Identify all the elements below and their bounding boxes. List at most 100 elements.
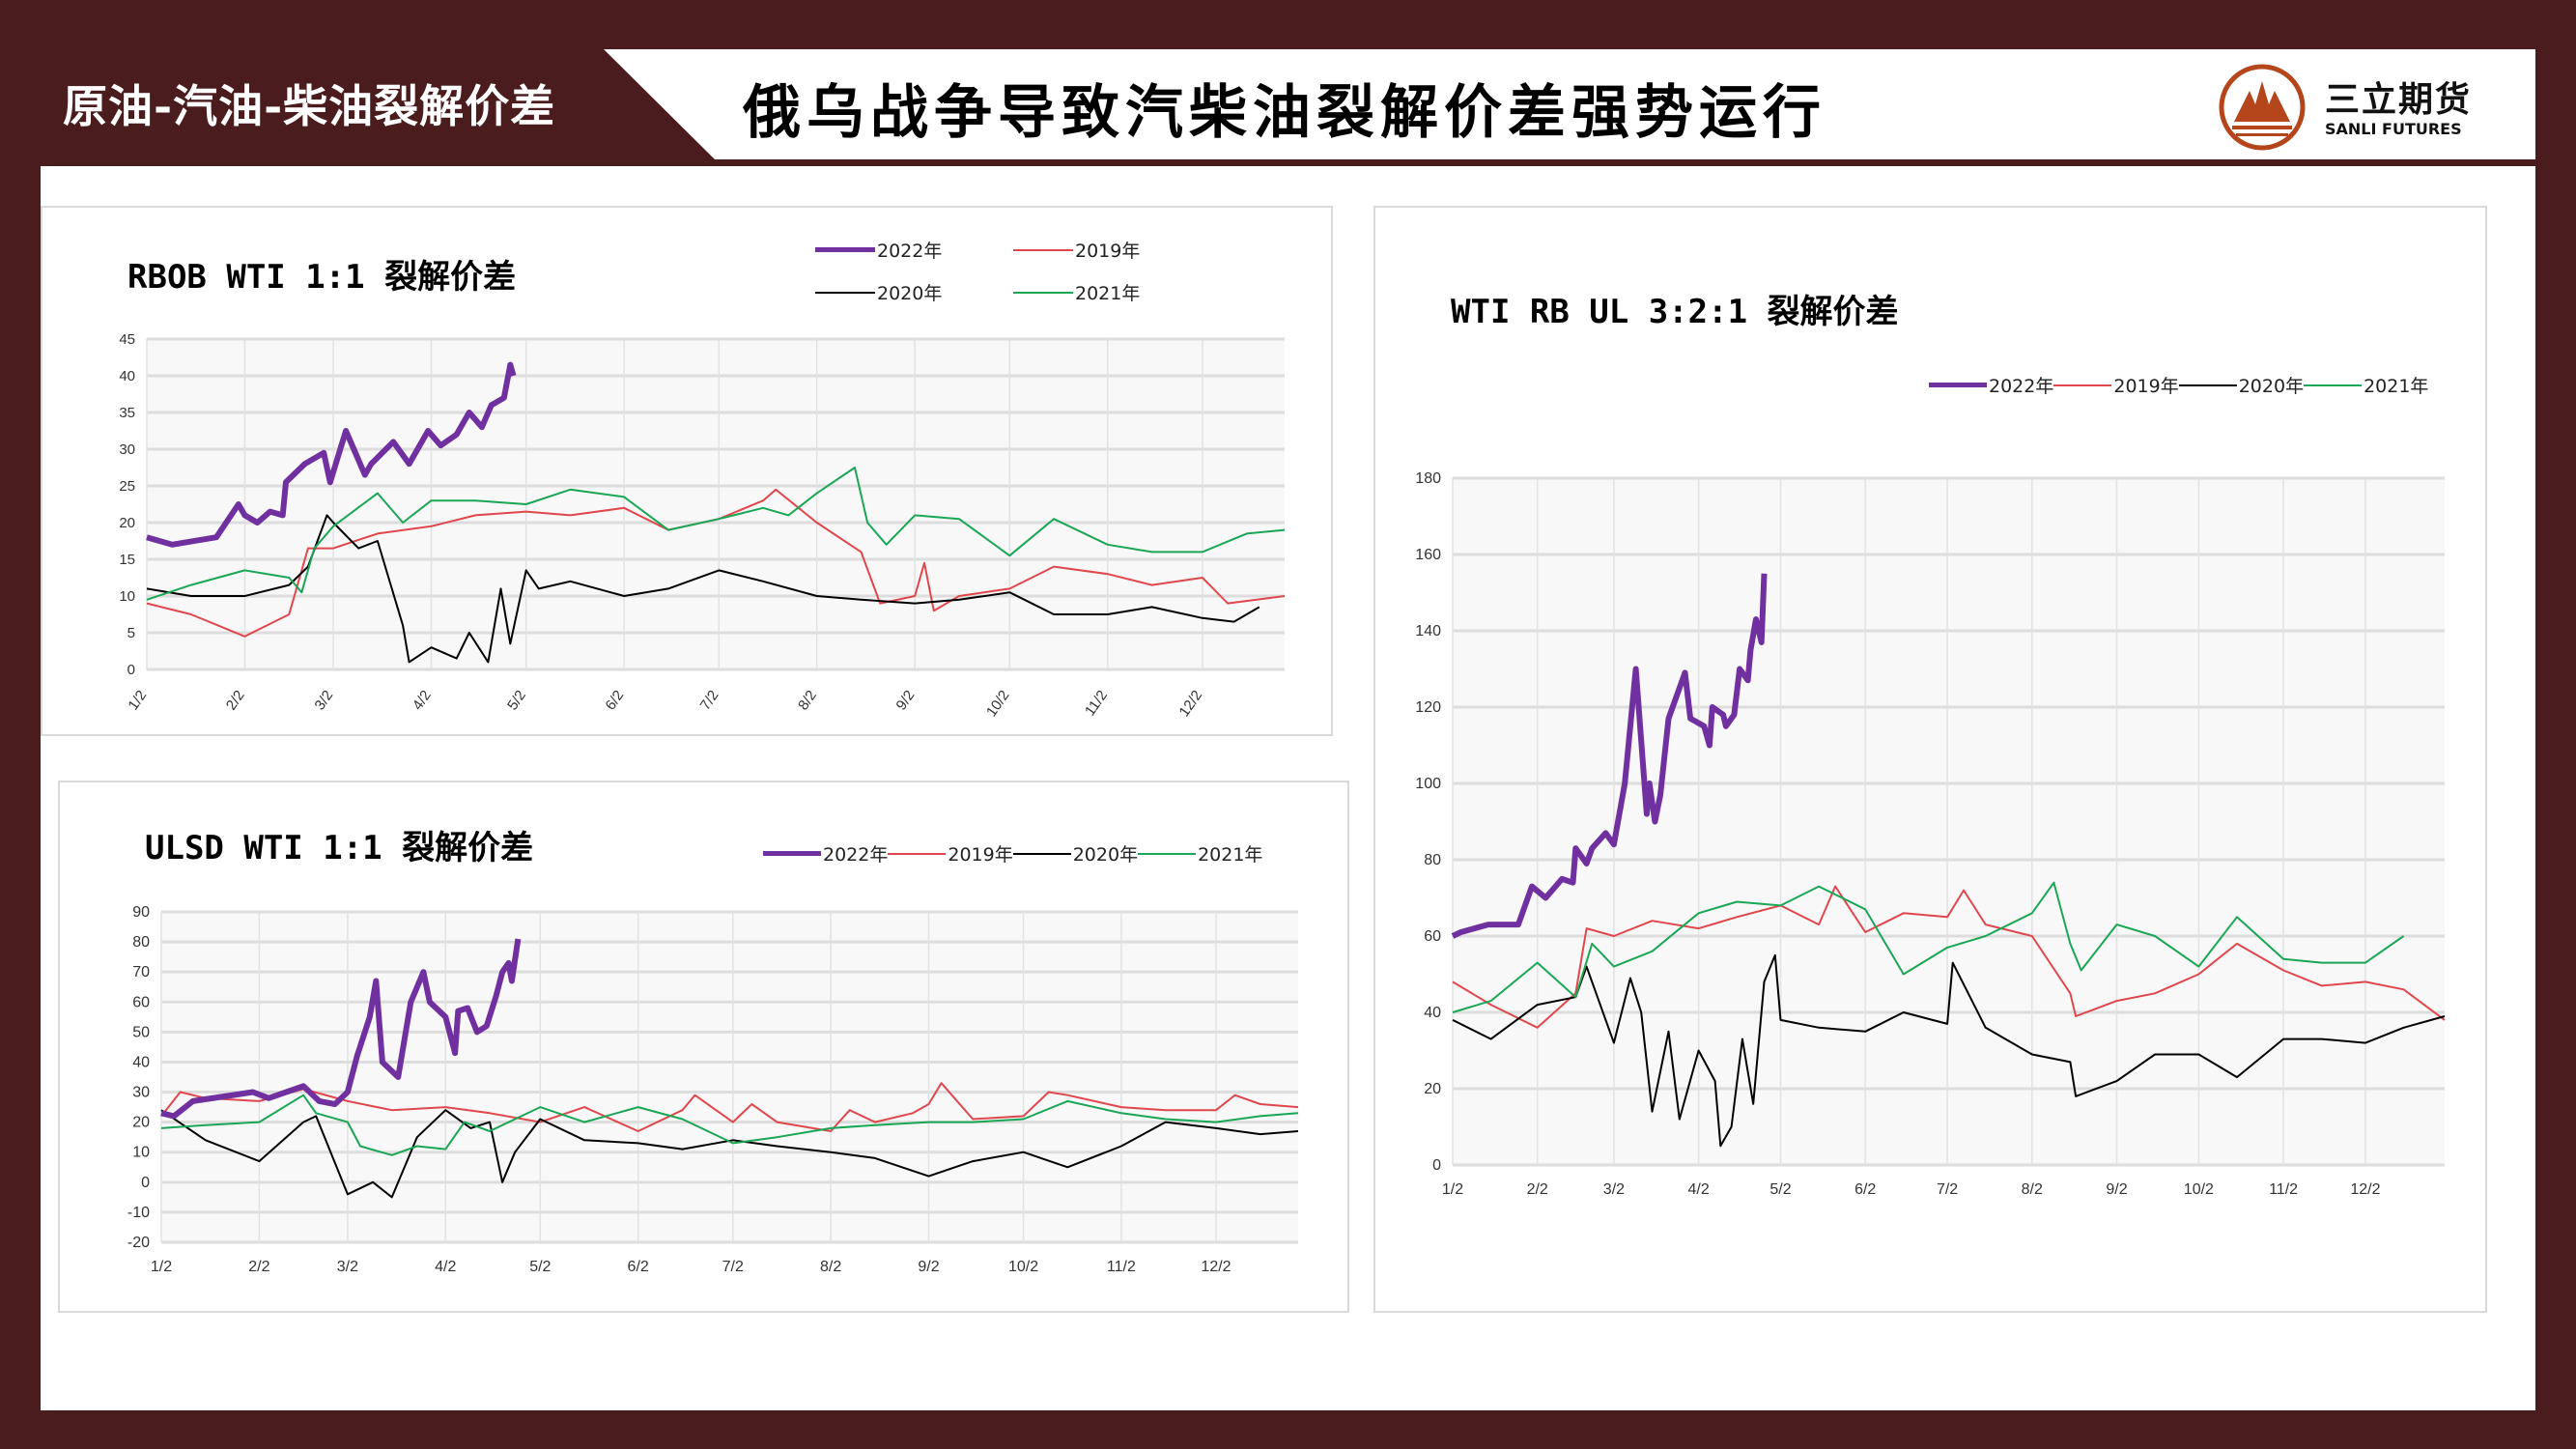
company-logo: 三立期货 SANLI FUTURES [2217, 62, 2506, 153]
legend-item-2019: 2019年 [1013, 237, 1140, 263]
x-tick-label: 4/2 [1688, 1181, 1710, 1198]
x-tick-label: 1/2 [151, 1259, 172, 1275]
legend-label: 2020年 [2238, 376, 2305, 397]
x-tick-label: 1/2 [1442, 1181, 1463, 1198]
x-tick-label: 1/2 [125, 688, 150, 714]
legend-label: 2021年 [2364, 376, 2429, 397]
chart-legend: 2022年 2019年 2020年 2021年 [815, 237, 1163, 314]
x-tick-label: 7/2 [1937, 1181, 1958, 1198]
series-line-2020 [160, 1109, 1299, 1199]
legend-label: 2019年 [948, 844, 1013, 866]
series-line-2021 [146, 467, 1286, 601]
y-tick-label: 120 [1415, 699, 1441, 716]
series-line-2022 [1451, 573, 1768, 939]
page-title: 俄乌战争导致汽柴油裂解价差强势运行 [743, 79, 1826, 147]
y-tick-label: 10 [132, 1145, 150, 1161]
legend-item-2021: 2021年 [1013, 279, 1140, 305]
y-tick-label: 100 [1415, 776, 1441, 792]
y-tick-label: 40 [132, 1054, 150, 1070]
header-bar [0, 49, 2535, 159]
y-tick-label: -20 [127, 1235, 150, 1251]
legend-label: 2021年 [1075, 283, 1141, 304]
y-tick-label: 0 [127, 662, 135, 678]
plot-area [147, 339, 1285, 669]
legend-label: 2022年 [823, 844, 889, 866]
series-line-2022 [146, 361, 517, 548]
legend-swatch [2053, 384, 2112, 386]
y-tick-label: 20 [132, 1115, 150, 1131]
x-tick-label: 7/2 [722, 1259, 744, 1275]
y-tick-label: 35 [119, 405, 135, 421]
y-tick-label: 40 [1424, 1005, 1441, 1021]
x-tick-label: 3/2 [337, 1259, 358, 1275]
x-tick-label: 10/2 [1008, 1259, 1038, 1275]
logo-chinese-name: 三立期货 [2325, 80, 2473, 120]
y-tick-label: 0 [1432, 1157, 1441, 1174]
x-tick-label: 12/2 [2350, 1181, 2380, 1198]
x-tick-label: 6/2 [628, 1259, 649, 1275]
x-tick-label: 7/2 [697, 688, 722, 714]
series-line-2019 [146, 488, 1286, 638]
series-line-2019 [160, 1082, 1299, 1132]
x-tick-label: 8/2 [820, 1259, 841, 1275]
legend-label: 2019年 [2113, 376, 2179, 397]
y-tick-label: 20 [119, 515, 135, 531]
x-tick-label: 9/2 [918, 1259, 939, 1275]
x-tick-label: 3/2 [311, 688, 336, 714]
x-tick-label: 6/2 [602, 688, 627, 714]
x-tick-label: 9/2 [893, 688, 919, 714]
legend-item-2021: 2021年 [1138, 840, 1262, 867]
y-tick-label: 140 [1415, 623, 1441, 639]
y-tick-label: 30 [119, 441, 135, 458]
x-tick-label: 12/2 [1201, 1259, 1231, 1275]
y-tick-label: 10 [119, 588, 135, 605]
legend-swatch [1013, 248, 1073, 251]
x-tick-label: 11/2 [1107, 1259, 1136, 1275]
legend-item-2019: 2019年 [888, 840, 1013, 867]
x-tick-label: 5/2 [1769, 1181, 1791, 1198]
legend-swatch [2178, 384, 2237, 386]
series-line-2019 [1452, 885, 2446, 1029]
series-line-2021 [160, 1094, 1299, 1156]
x-tick-label: 5/2 [529, 1259, 551, 1275]
x-tick-label: 5/2 [504, 688, 529, 714]
x-tick-label: 9/2 [2106, 1181, 2127, 1198]
y-tick-label: 160 [1415, 547, 1441, 563]
legend-item-2020: 2020年 [815, 279, 942, 305]
x-tick-label: 11/2 [1082, 688, 1111, 720]
x-tick-label: 10/2 [983, 688, 1013, 721]
x-tick-label: 2/2 [248, 1259, 269, 1275]
chart-legend: 2022年 2019年 2020年 2021年 [1929, 372, 2428, 398]
series-line-2020 [1452, 953, 2446, 1148]
legend-swatch [815, 247, 875, 252]
x-tick-label: 10/2 [2184, 1181, 2214, 1198]
legend-label: 2019年 [1075, 241, 1141, 262]
legend-label: 2021年 [1198, 844, 1263, 866]
y-tick-label: 80 [1424, 852, 1441, 868]
y-tick-label: 90 [132, 904, 150, 921]
legend-label: 2022年 [1989, 376, 2054, 397]
y-tick-label: 45 [119, 331, 135, 348]
header-background [604, 49, 2535, 159]
sanli-mountain-logo-icon [2219, 64, 2306, 151]
rbob-wti-chart: 0 5 10 15 20 25 30 35 40 45 1/2 2/2 3/2 4/2 5/2 6/2 7/2 8… [41, 206, 1333, 736]
x-tick-label: 4/2 [435, 1259, 456, 1275]
series-line-2022 [160, 938, 522, 1120]
y-tick-label: 70 [132, 964, 150, 980]
x-tick-label: 3/2 [1603, 1181, 1625, 1198]
y-tick-label: 20 [1424, 1081, 1441, 1097]
legend-label: 2020年 [1072, 844, 1139, 866]
legend-item-2019: 2019年 [2053, 372, 2179, 398]
legend-item-2022: 2022年 [815, 237, 942, 263]
ulsd-plot: -20 -10 0 10 20 30 40 50 60 70 80 90 1/2 2/2 3/2 4/2 5/2… [127, 904, 1299, 1275]
x-tick-label: 6/2 [1854, 1181, 1876, 1198]
series-line-2021 [1452, 881, 2405, 1013]
legend-swatch [1013, 291, 1073, 294]
x-tick-label: 11/2 [2269, 1181, 2298, 1198]
legend-item-2020: 2020年 [2178, 372, 2305, 398]
x-tick-label: 12/2 [1176, 688, 1206, 721]
legend-swatch [1929, 383, 1987, 387]
legend-label: 2022年 [877, 241, 943, 262]
series-line-2020 [146, 514, 1260, 664]
y-tick-label: 30 [132, 1085, 150, 1101]
